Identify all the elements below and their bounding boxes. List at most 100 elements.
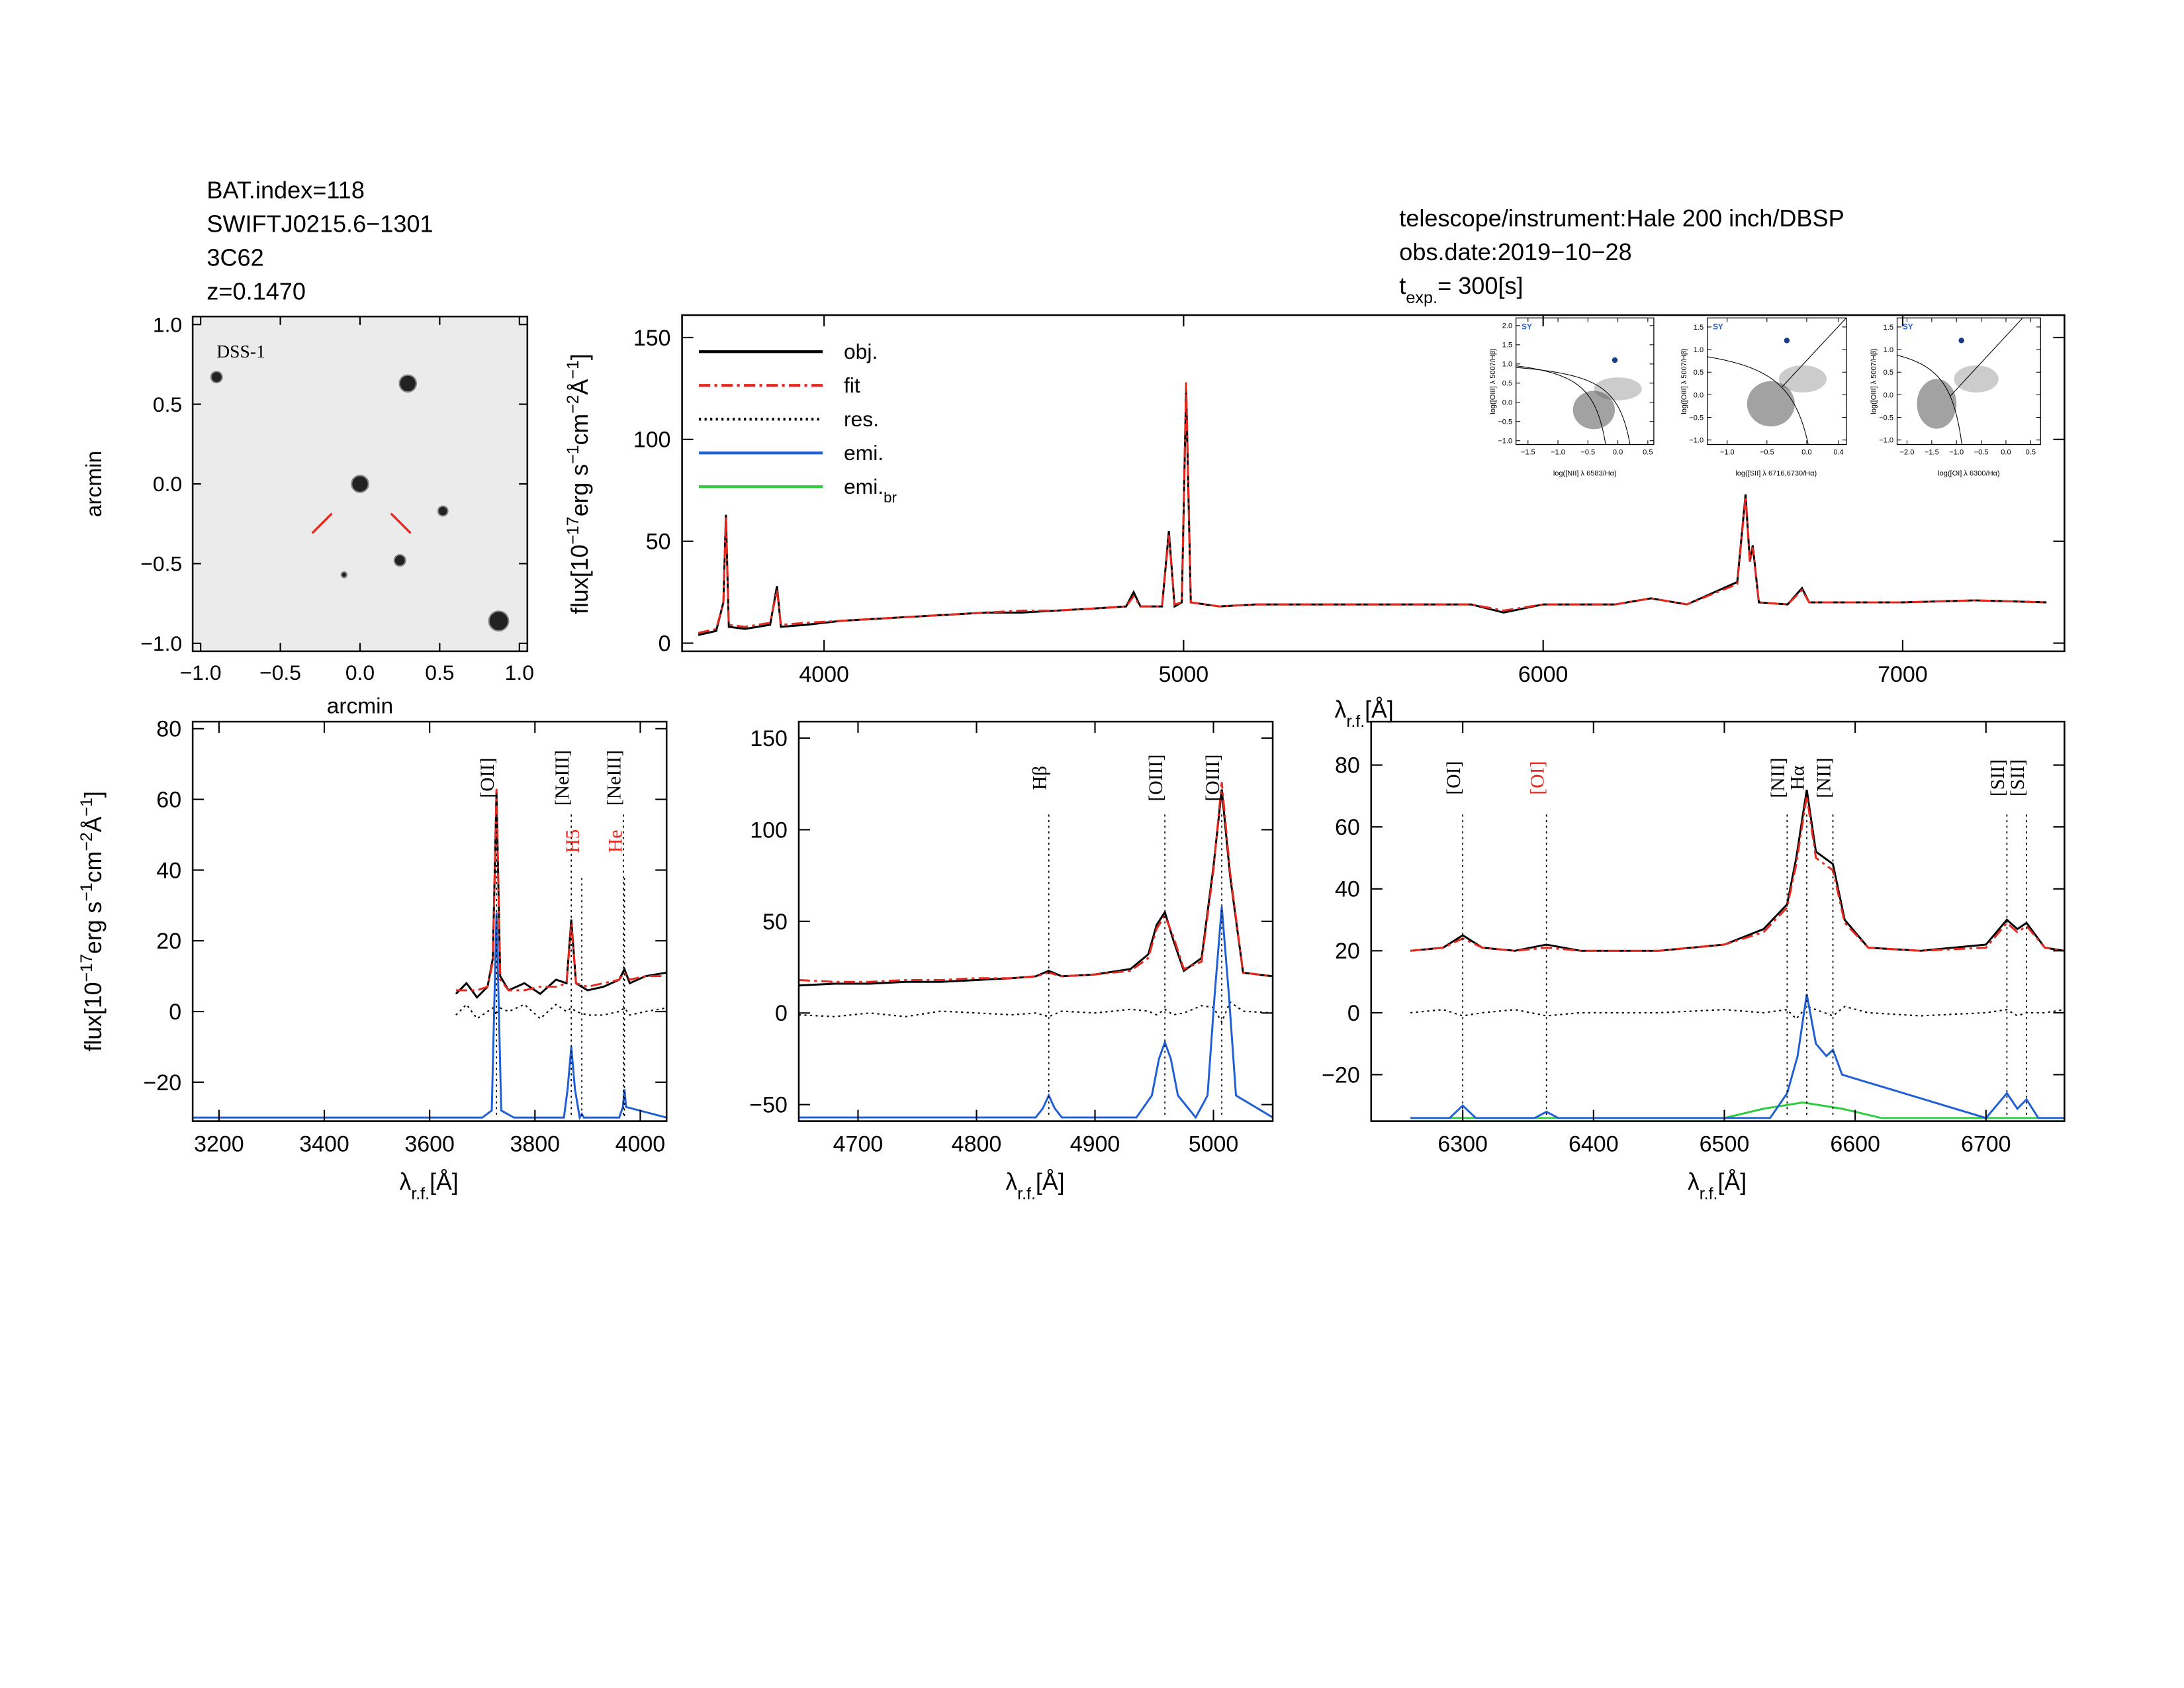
- density-contour: [1917, 379, 1957, 429]
- y-tick-label: 80: [1335, 753, 1360, 778]
- x-axis-label-part: λ: [1335, 696, 1347, 723]
- source: [210, 371, 223, 384]
- density-contour: [1572, 391, 1615, 430]
- spectrum-line: [798, 789, 1273, 987]
- exposure-time-part: = 300[s]: [1437, 272, 1524, 299]
- target-marker: [311, 512, 333, 534]
- x-tick-label: 0.0: [1613, 448, 1623, 456]
- y-tick-label: 2.0: [1502, 322, 1512, 330]
- y-axis-label-part: −1: [564, 360, 582, 379]
- y-axis-label-part: log([OIII] λ 5007/Hβ): [1680, 348, 1688, 414]
- x-tick-label: 0.5: [425, 661, 454, 684]
- y-tick-label: 20: [156, 929, 181, 954]
- y-tick-label: 0.5: [1884, 369, 1893, 377]
- demarcation-line: [1707, 356, 1809, 445]
- legend-name: emi.: [844, 441, 884, 465]
- y-tick-label: 150: [633, 326, 671, 351]
- legend-label: fit: [844, 373, 860, 397]
- x-axis-label-part: r.f.: [411, 1185, 430, 1203]
- line-label: [SII]: [1987, 759, 2009, 796]
- x-axis-label: λr.f.[Å]: [399, 1169, 458, 1203]
- y-tick-label: −0.5: [1498, 418, 1512, 426]
- y-axis-label-part: flux[10: [567, 545, 593, 614]
- density-contour: [1747, 381, 1795, 427]
- y-tick-label: −1.0: [140, 632, 182, 655]
- x-tick-label: 5000: [1189, 1132, 1239, 1157]
- line-label: H5: [562, 829, 584, 853]
- legend-label: obj.: [844, 340, 878, 363]
- x-axis-label-part: log([OI] λ 6300/Hα): [1938, 469, 1999, 477]
- y-tick-label: 1.0: [153, 312, 182, 336]
- x-axis-label: log([OI] λ 6300/Hα): [1938, 469, 1999, 477]
- y-tick-label: −1.0: [1879, 437, 1893, 445]
- line-label: [OIII]: [1202, 755, 1224, 802]
- x-tick-label: −1.0: [180, 661, 222, 684]
- source: [437, 505, 449, 517]
- y-axis-label-part: ]: [567, 353, 593, 360]
- x-tick-label: −1.0: [1720, 448, 1735, 456]
- x-tick-label: 6700: [1961, 1132, 2011, 1157]
- demarcation-line: [1782, 318, 1847, 387]
- y-axis-label-part: flux[10: [80, 982, 107, 1052]
- demarcation-line: [1516, 365, 1606, 445]
- spectrum-line: [455, 1003, 667, 1020]
- y-tick-label: 1.0: [1694, 346, 1704, 354]
- x-axis-label-part: r.f.: [1346, 712, 1365, 731]
- x-tick-label: 1.0: [505, 661, 534, 684]
- class-label: SY: [1903, 322, 1913, 331]
- y-axis-label-part: −17: [77, 954, 96, 982]
- x-axis-label: λr.f.[Å]: [1688, 1169, 1747, 1203]
- demarcation-line: [1950, 318, 2024, 397]
- y-axis-label: log([OIII] λ 5007/Hβ): [1680, 348, 1688, 414]
- exposure-time-part: exp.: [1406, 289, 1437, 307]
- diagram-layer: [1707, 318, 1847, 445]
- y-tick-label: 150: [750, 726, 788, 751]
- y-axis-label-part: log([OIII] λ 5007/Hβ): [1870, 348, 1878, 414]
- y-tick-label: −0.5: [1689, 414, 1704, 422]
- y-axis-label-part: −17: [564, 516, 582, 544]
- x-tick-label: 0.0: [2001, 448, 2011, 456]
- x-tick-label: −0.5: [1760, 448, 1774, 456]
- y-tick-label: 1.5: [1694, 324, 1704, 332]
- header-line: BAT.index=118: [206, 177, 365, 204]
- line-label: [OII]: [477, 758, 498, 798]
- header-line: obs.date:2019−10−28: [1399, 238, 1631, 265]
- class-label: SY: [1522, 322, 1532, 331]
- data-point: [1784, 338, 1790, 344]
- line-label: Hα: [1787, 766, 1809, 790]
- demarcation-line: [1897, 355, 1962, 445]
- y-axis-label: flux[10−17erg s−1cm−2Å−1]: [564, 353, 593, 614]
- x-tick-label: 3200: [194, 1132, 244, 1157]
- y-tick-label: 0.0: [153, 472, 182, 496]
- plot-frame: [681, 314, 2066, 653]
- y-axis-label-part: cm: [80, 851, 107, 883]
- legend-label: emi.br: [844, 475, 897, 505]
- y-axis-label-part: Å: [80, 816, 107, 832]
- density-contour: [1778, 365, 1827, 393]
- line-label: [NII]: [1813, 758, 1835, 798]
- image-label: DSS-1: [216, 341, 265, 361]
- x-tick-label: 0.5: [1643, 448, 1653, 456]
- y-tick-label: −20: [143, 1070, 181, 1096]
- y-tick-label: 50: [762, 910, 788, 935]
- x-tick-label: 4000: [615, 1132, 666, 1157]
- density-contour: [1594, 377, 1642, 400]
- x-axis-label-part: arcmin: [327, 694, 393, 718]
- line-label: He: [604, 829, 626, 853]
- x-tick-label: −1.5: [1521, 448, 1535, 456]
- y-axis-label: log([OIII] λ 5007/Hβ): [1489, 348, 1497, 414]
- x-tick-label: 6600: [1830, 1132, 1880, 1157]
- x-tick-label: 4800: [952, 1132, 1002, 1157]
- y-axis-label: flux[10−17erg s−1cm−2Å−1]: [77, 791, 107, 1052]
- line-label: [OIII]: [1145, 755, 1167, 802]
- x-tick-label: 0.0: [345, 661, 375, 684]
- header-line: SWIFTJ0215.6−1301: [206, 211, 433, 238]
- y-tick-label: −0.5: [1879, 414, 1893, 422]
- spectrum-line: [698, 382, 2047, 634]
- spectrum-line: [1410, 1006, 2065, 1020]
- source: [351, 475, 369, 493]
- y-tick-label: 40: [1335, 877, 1360, 902]
- y-axis-label: log([OIII] λ 5007/Hβ): [1870, 348, 1878, 414]
